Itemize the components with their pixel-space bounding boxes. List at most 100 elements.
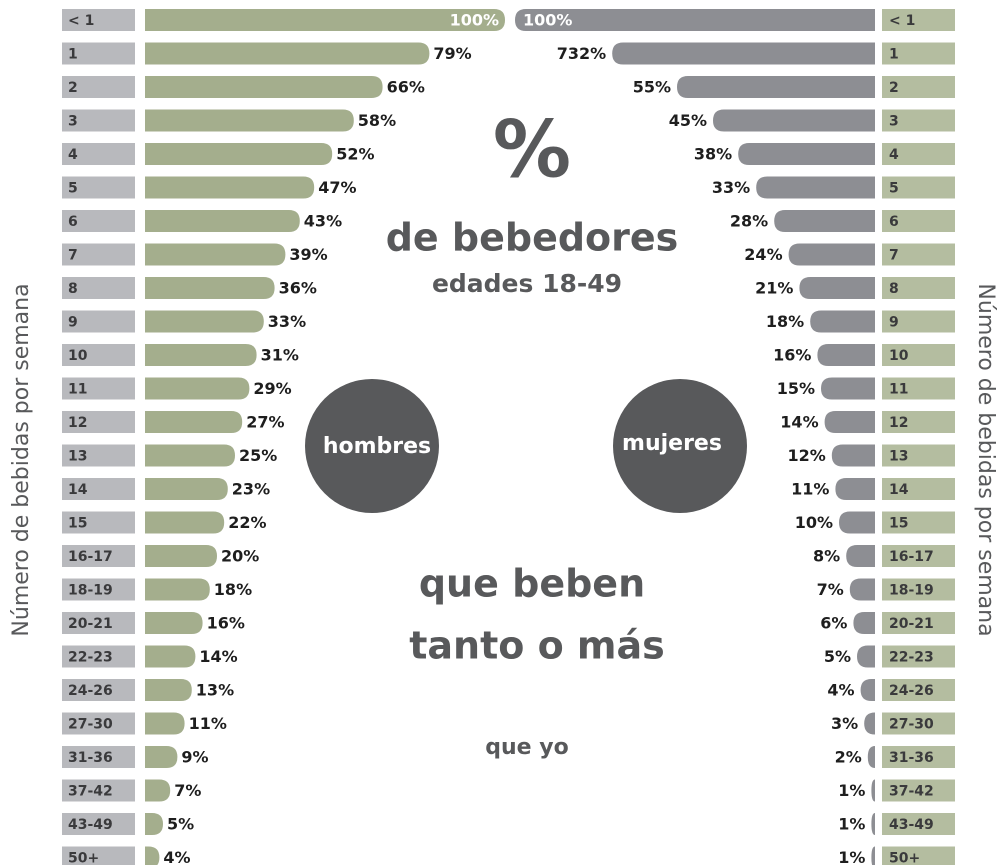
category-box	[62, 243, 135, 266]
bar	[515, 9, 875, 31]
bar	[145, 545, 217, 567]
y-axis-label: Número de bebidas por semana	[973, 283, 998, 636]
y-tick-label: 15	[889, 516, 908, 532]
y-tick-label: 9	[68, 315, 78, 331]
category-box	[62, 176, 135, 199]
annotation: que beben	[419, 562, 645, 606]
data-label: 47%	[318, 178, 356, 197]
data-label: 31%	[261, 346, 299, 365]
y-tick-label: 27-30	[68, 717, 113, 733]
bar	[145, 109, 354, 132]
bar	[788, 243, 875, 266]
category-box	[882, 712, 955, 735]
bar	[145, 444, 235, 467]
bar	[145, 277, 275, 299]
bar	[612, 42, 875, 65]
y-tick-label: 27-30	[889, 717, 934, 733]
y-tick-label: 24-26	[889, 683, 934, 699]
data-label: 39%	[289, 245, 327, 264]
y-tick-label: 11	[68, 382, 87, 398]
data-label: 66%	[387, 78, 425, 97]
data-label: 7%	[174, 781, 201, 800]
y-tick-label: 2	[889, 80, 899, 96]
data-label: 33%	[268, 312, 306, 331]
y-axis-label: Número de bebidas por semana	[9, 283, 34, 636]
category-box	[62, 76, 135, 98]
data-label: 8%	[813, 547, 840, 566]
y-tick-label: 3	[68, 114, 78, 130]
y-tick-label: 14	[889, 482, 909, 498]
y-tick-label: 16-17	[889, 549, 934, 565]
category-box	[62, 679, 135, 701]
bar	[145, 9, 505, 31]
y-tick-label: 31-36	[68, 750, 113, 766]
data-label: 55%	[633, 78, 671, 97]
data-label: 11%	[189, 714, 227, 733]
bar	[145, 511, 225, 534]
bar	[145, 42, 430, 65]
y-tick-label: 18-19	[68, 583, 113, 599]
y-tick-label: 6	[889, 214, 899, 230]
data-label: 4%	[827, 681, 854, 700]
y-tick-label: 18-19	[889, 583, 934, 599]
category-box	[62, 310, 135, 333]
data-label: 16%	[773, 346, 811, 365]
y-tick-label: 22-23	[889, 650, 934, 666]
y-tick-label: 4	[889, 147, 899, 163]
y-tick-label: 13	[889, 449, 908, 465]
bar	[145, 645, 196, 668]
bar	[824, 411, 875, 433]
y-tick-label: 5	[68, 181, 78, 197]
category-box	[882, 813, 955, 835]
data-label: 1%	[838, 815, 865, 834]
bar	[821, 377, 875, 400]
data-label: 29%	[253, 379, 291, 398]
data-label: 13%	[196, 681, 234, 700]
data-label: 58%	[358, 111, 396, 130]
bar	[853, 612, 875, 634]
data-label: 18%	[766, 312, 804, 331]
category-box	[882, 746, 955, 768]
category-box	[62, 9, 135, 31]
bar	[871, 779, 875, 802]
bar	[145, 210, 300, 232]
y-tick-label: 1	[68, 47, 78, 63]
category-box	[882, 679, 955, 701]
category-box	[62, 143, 135, 165]
data-label: 52%	[336, 145, 374, 164]
category-box	[882, 76, 955, 98]
data-label: 25%	[239, 446, 277, 465]
y-tick-label: 16-17	[68, 549, 113, 565]
bar	[145, 377, 250, 400]
bar	[713, 109, 875, 132]
category-box	[62, 578, 135, 601]
category-box	[62, 444, 135, 467]
bar	[145, 478, 228, 500]
data-label: 732%	[557, 44, 606, 63]
category-box	[882, 210, 955, 232]
y-tick-label: 3	[889, 114, 899, 130]
y-tick-label: 37-42	[68, 784, 113, 800]
category-box	[62, 377, 135, 400]
y-tick-label: 20-21	[68, 616, 113, 632]
bar	[871, 813, 875, 835]
bar	[145, 612, 203, 634]
bar	[145, 176, 315, 199]
category-box	[882, 779, 955, 802]
category-box	[62, 478, 135, 500]
category-box	[62, 846, 135, 865]
y-tick-label: 22-23	[68, 650, 113, 666]
y-tick-label: 10	[889, 348, 909, 364]
category-box	[882, 176, 955, 199]
y-tick-label: 7	[68, 248, 78, 264]
bar	[145, 344, 257, 366]
category-box	[62, 344, 135, 366]
data-label: 1%	[838, 848, 865, 865]
data-label: 20%	[221, 547, 259, 566]
data-label: 10%	[795, 513, 833, 532]
chart-title: %	[493, 105, 571, 195]
annotation: tanto o más	[409, 624, 665, 668]
category-box	[882, 511, 955, 534]
category-box	[62, 712, 135, 735]
data-label: 14%	[780, 413, 818, 432]
